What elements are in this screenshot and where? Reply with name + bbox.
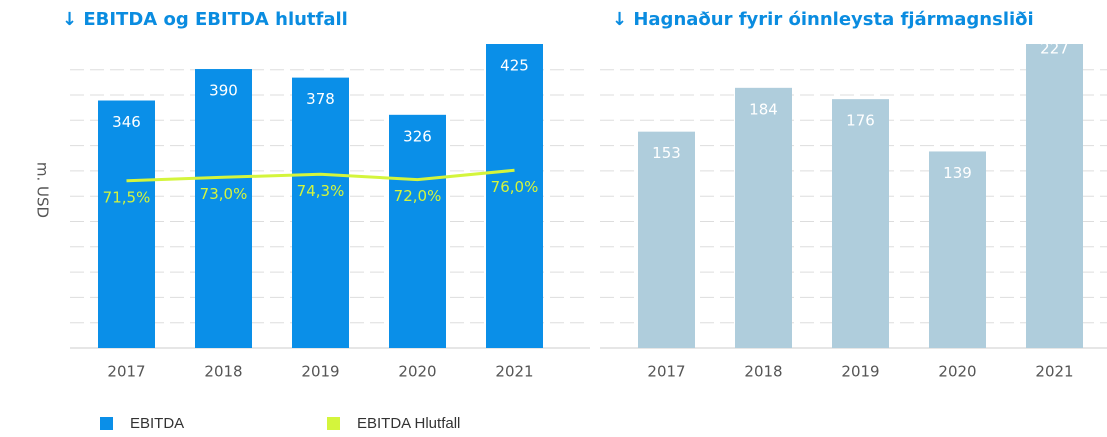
- data-label: 71,5%: [103, 188, 151, 206]
- bar: [638, 131, 695, 348]
- data-label: 76,0%: [491, 178, 539, 196]
- x-tick-label: 2021: [495, 363, 533, 381]
- data-label: 346: [112, 113, 141, 131]
- data-label: 184: [749, 100, 778, 118]
- x-tick-label: 2018: [204, 363, 242, 381]
- legend-label: EBITDA Hlutfall: [357, 415, 460, 432]
- data-label: 326: [403, 127, 432, 145]
- bar: [486, 44, 543, 348]
- data-label: 153: [652, 144, 681, 162]
- bar: [98, 100, 155, 348]
- bar: [929, 151, 986, 348]
- bar: [735, 87, 792, 349]
- data-label: 139: [943, 164, 972, 182]
- x-tick-label: 2020: [938, 363, 976, 381]
- data-label: 74,3%: [297, 182, 345, 200]
- data-label: 378: [306, 90, 335, 108]
- chart-title: ↓ Hagnaður fyrir óinnleysta fjármagnslið…: [612, 9, 1034, 30]
- data-label: 390: [209, 82, 238, 100]
- chart-title: ↓ EBITDA og EBITDA hlutfall: [62, 9, 348, 30]
- y-axis-label: m. USD: [34, 162, 52, 218]
- clip-group: [638, 44, 1083, 349]
- bar: [292, 77, 349, 348]
- data-label: 425: [500, 57, 529, 75]
- x-tick-label: 2018: [744, 363, 782, 381]
- data-label: 72,0%: [394, 187, 442, 205]
- x-tick-label: 2021: [1035, 363, 1073, 381]
- bar: [389, 114, 446, 348]
- x-tick-label: 2017: [647, 363, 685, 381]
- legend-swatch: [327, 417, 340, 430]
- x-tick-label: 2019: [841, 363, 879, 381]
- data-label: 227: [1040, 40, 1069, 58]
- x-tick-label: 2017: [107, 363, 145, 381]
- bar: [195, 69, 252, 349]
- data-label: 73,0%: [200, 185, 248, 203]
- x-tick-label: 2019: [301, 363, 339, 381]
- bar: [1026, 44, 1083, 348]
- legend-label: EBITDA: [130, 415, 184, 432]
- data-label: 176: [846, 112, 875, 130]
- x-tick-label: 2020: [398, 363, 436, 381]
- legend-swatch: [100, 417, 113, 430]
- line: [126, 168, 515, 183]
- bar: [832, 99, 889, 348]
